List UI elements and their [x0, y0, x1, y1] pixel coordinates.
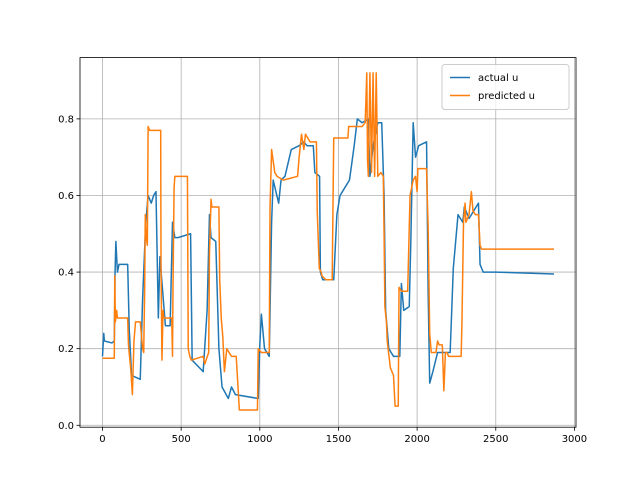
x-tick-label: 2500 [483, 434, 508, 445]
legend-label: predicted u [478, 91, 535, 102]
x-axis-ticks: 0 500 1000 1500 2000 2500 3000 [99, 427, 587, 445]
x-tick-label: 500 [172, 434, 191, 445]
x-tick-label: 0 [99, 434, 105, 445]
series-line-predicted-u [102, 72, 554, 411]
x-tick-label: 2000 [404, 434, 429, 445]
y-tick-label: 0.6 [58, 191, 74, 202]
y-axis-ticks: 0.0 0.2 0.4 0.6 0.8 [58, 114, 80, 432]
legend-box [441, 64, 570, 110]
y-tick-label: 0.4 [58, 268, 74, 279]
x-tick-label: 3000 [562, 434, 587, 445]
series-line-actual-u [101, 118, 555, 400]
y-tick-label: 0.0 [58, 421, 74, 432]
y-tick-label: 0.8 [58, 114, 74, 125]
plot-frame [79, 57, 577, 428]
grid-lines [80, 57, 576, 428]
x-tick-label: 1000 [247, 434, 272, 445]
x-tick-label: 1500 [326, 434, 351, 445]
legend-label: actual u [478, 73, 518, 84]
legend: actual u predicted u [441, 64, 570, 110]
y-tick-label: 0.2 [58, 344, 74, 355]
series-lines [101, 72, 555, 411]
